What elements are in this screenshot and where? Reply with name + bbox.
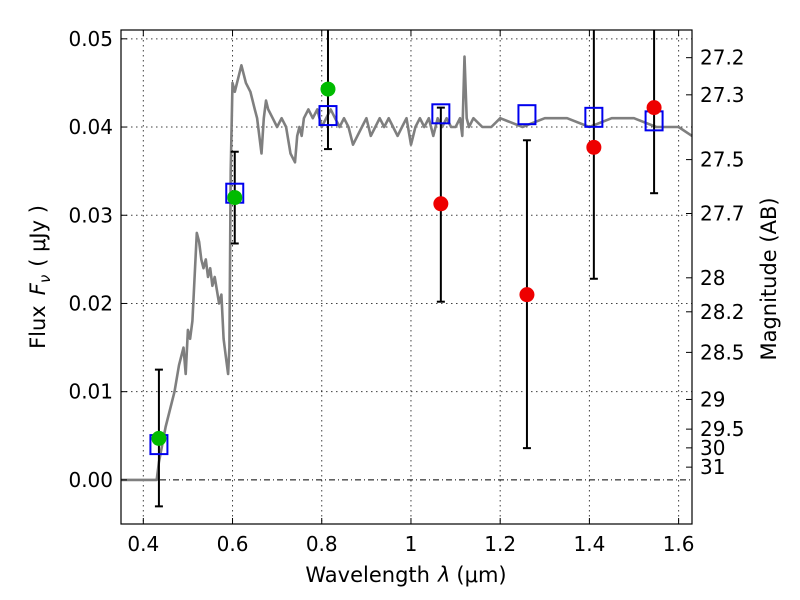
- model-photometry-square: [517, 104, 537, 126]
- mag-tick-label: 27.5: [700, 148, 745, 172]
- observed-flux-point: [586, 139, 602, 155]
- mag-tick-label: 29.5: [700, 417, 745, 441]
- y-tick-label: 0.05: [68, 27, 113, 51]
- data-markers: [149, 81, 664, 456]
- y-tick-label: 0.03: [68, 203, 113, 227]
- x-tick-label: 1: [405, 532, 418, 556]
- y-axis-title: FluxFν( μJy ): [26, 205, 54, 349]
- model-photometry-square: [584, 106, 604, 128]
- x-tick-label: 0.6: [217, 532, 249, 556]
- x-tick-label: 1.2: [484, 532, 516, 556]
- x-tick-label: 0.8: [306, 532, 338, 556]
- mag-tick-label: 30: [700, 436, 725, 460]
- mag-tick-label: 27.7: [700, 201, 745, 225]
- axis-ticks: 0.4 0.6 0.8 1 1.2 1.4 1.6 0.00 0.01 0.02 0.03 0.04 0…: [68, 27, 744, 556]
- x-tick-label: 0.4: [127, 532, 159, 556]
- y-tick-label: 0.01: [68, 380, 113, 404]
- y-tick-label: 0.02: [68, 291, 113, 315]
- y-tick-label: 0.00: [68, 468, 113, 492]
- x-axis-title: Wavelength λ (μm): [305, 563, 506, 587]
- plot-frame: [120, 29, 693, 525]
- y-tick-label: 0.04: [68, 115, 113, 139]
- mag-tick-label: 27.3: [700, 83, 745, 107]
- model-photometry-square: [431, 103, 451, 125]
- mag-tick-label: 28.5: [700, 340, 745, 364]
- mag-tick-label: 31: [700, 455, 725, 479]
- observed-flux-point: [320, 81, 336, 97]
- observed-flux-point: [519, 287, 535, 303]
- x-tick-label: 1.6: [663, 532, 695, 556]
- observed-flux-point: [646, 100, 662, 116]
- observed-flux-point: [151, 430, 167, 446]
- x-tick-label: 1.4: [573, 532, 605, 556]
- template-layer: [121, 55, 693, 482]
- y2-axis-title: Magnitude (AB): [757, 197, 781, 360]
- observed-flux-point: [227, 190, 243, 206]
- observed-flux-point: [433, 196, 449, 212]
- model-photometry-square: [318, 105, 338, 127]
- mag-tick-label: 28: [700, 266, 725, 290]
- template-spectrum-line: [121, 55, 693, 482]
- mag-tick-label: 29: [700, 387, 725, 411]
- mag-tick-label: 28.2: [700, 300, 745, 324]
- mag-tick-label: 27.2: [700, 46, 745, 70]
